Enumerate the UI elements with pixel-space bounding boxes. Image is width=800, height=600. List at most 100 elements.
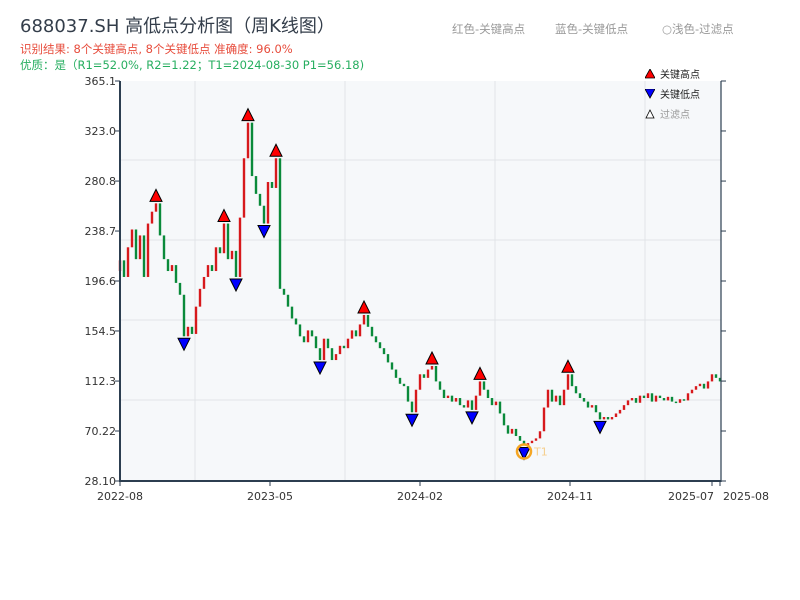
candle xyxy=(562,389,566,406)
candle xyxy=(614,413,618,418)
legend-blue-note: 蓝色-关键低点 xyxy=(555,22,629,36)
candle xyxy=(670,396,674,402)
key-high-marker xyxy=(217,208,231,223)
candle xyxy=(606,417,610,420)
candle xyxy=(514,428,518,437)
candle xyxy=(286,294,290,307)
candle xyxy=(478,381,482,396)
candle xyxy=(610,417,614,420)
candle xyxy=(578,393,582,399)
key-low-marker xyxy=(229,278,243,293)
candle xyxy=(126,247,130,277)
candle xyxy=(454,398,458,402)
candle xyxy=(138,235,142,260)
candle xyxy=(370,326,374,337)
candle xyxy=(210,265,214,272)
key-low-marker xyxy=(593,420,607,435)
candle xyxy=(230,250,234,260)
candle xyxy=(554,395,558,402)
candle xyxy=(710,374,714,382)
x-tick-label: 2023-05 xyxy=(247,490,293,503)
candle xyxy=(350,330,354,339)
candle xyxy=(166,259,170,272)
candle xyxy=(194,306,198,334)
y-tick-label: 196.6 xyxy=(85,275,117,288)
legend-red-note: 红色-关键高点 xyxy=(452,22,526,36)
t1-label: T1 xyxy=(533,446,548,459)
candle xyxy=(326,338,330,349)
candle xyxy=(362,314,366,325)
candle xyxy=(474,395,478,410)
candle xyxy=(414,389,418,413)
y-tick-label: 154.5 xyxy=(85,325,117,338)
candle xyxy=(214,247,218,272)
candle xyxy=(502,413,506,426)
candle xyxy=(446,395,450,399)
candle xyxy=(558,395,562,406)
candle xyxy=(658,395,662,399)
y-tick-label: 365.1 xyxy=(85,75,117,88)
candle xyxy=(574,386,578,394)
key-high-marker xyxy=(241,107,255,122)
candle xyxy=(442,389,446,399)
candle xyxy=(666,396,670,401)
candle xyxy=(642,395,646,399)
candle xyxy=(402,383,406,387)
legend-light-note: ○浅色-过滤点 xyxy=(662,22,734,36)
candle xyxy=(678,399,682,403)
candle xyxy=(718,377,722,382)
candle xyxy=(334,354,338,361)
candle xyxy=(638,395,642,403)
candle xyxy=(262,205,266,224)
candle xyxy=(510,428,514,434)
candle xyxy=(254,176,258,194)
candle xyxy=(142,235,146,277)
triangle-up-hollow-icon xyxy=(645,108,655,118)
chart-title: 688037.SH 高低点分析图（周K线图） xyxy=(20,16,335,37)
candle xyxy=(494,401,498,406)
candle xyxy=(302,336,306,343)
candle xyxy=(682,399,686,401)
candle xyxy=(354,330,358,337)
candle xyxy=(342,345,346,349)
candle xyxy=(258,193,262,206)
candle xyxy=(234,250,238,277)
candle xyxy=(294,318,298,325)
candle xyxy=(466,400,470,408)
key-low-marker xyxy=(313,361,327,376)
candle xyxy=(410,401,414,413)
candle xyxy=(706,381,710,389)
candle xyxy=(190,326,194,334)
plot-background xyxy=(120,81,721,481)
y-tick-label: 280.8 xyxy=(85,175,117,188)
legend-label: 过滤点 xyxy=(660,110,690,121)
candle xyxy=(162,235,166,260)
y-tick-label: 112.3 xyxy=(85,375,117,388)
result-summary: 识别结果: 8个关键高点, 8个关键低点 准确度: 96.0% xyxy=(20,42,293,56)
candle xyxy=(282,288,286,295)
candle xyxy=(534,438,538,441)
candle xyxy=(246,122,250,159)
x-tick-label: 2024-11 xyxy=(547,490,593,503)
key-high-marker xyxy=(473,366,487,380)
candle xyxy=(266,182,270,224)
candle xyxy=(322,338,326,361)
candle xyxy=(546,389,550,408)
key-high-marker xyxy=(149,188,163,202)
candle xyxy=(434,365,438,382)
x-tick-label: 2025-07 xyxy=(668,490,714,503)
candle xyxy=(218,247,222,254)
triangle-down-icon xyxy=(645,88,655,99)
candle xyxy=(270,182,274,188)
candle xyxy=(690,389,694,394)
candle xyxy=(674,401,678,404)
candle xyxy=(374,336,378,343)
candle xyxy=(622,405,626,410)
key-low-marker xyxy=(517,447,531,461)
legend-item-key-low: 关键低点 xyxy=(645,86,700,101)
legend-item-key-high: 关键高点 xyxy=(645,66,700,81)
candle xyxy=(198,288,202,307)
candle xyxy=(298,324,302,337)
y-tick-label: 70.22 xyxy=(85,425,117,438)
candle xyxy=(310,330,314,337)
